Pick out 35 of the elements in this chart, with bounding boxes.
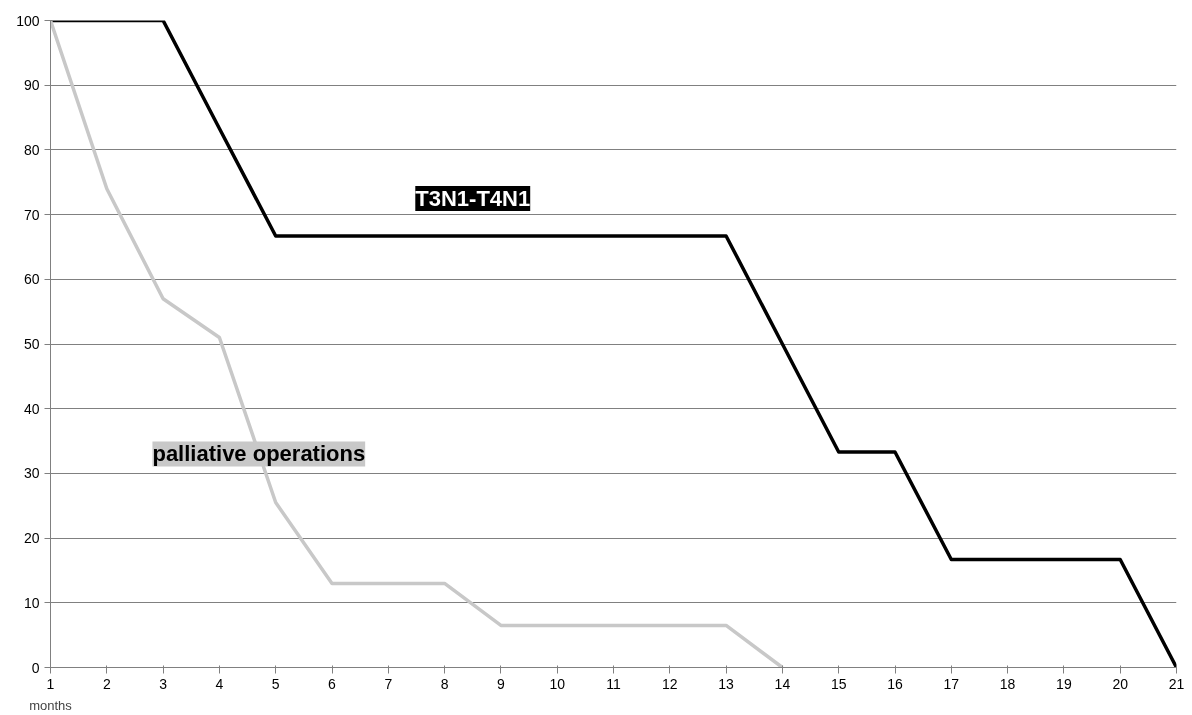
x-tick-label: 3 bbox=[159, 675, 168, 692]
x-tick-label: 5 bbox=[271, 675, 280, 692]
x-tick-label: 9 bbox=[497, 675, 506, 692]
x-tick-label: 1 bbox=[46, 675, 55, 692]
x-tick-label: 19 bbox=[1056, 675, 1072, 692]
x-tick-label: 2 bbox=[102, 675, 111, 692]
y-tick-label: 10 bbox=[23, 594, 40, 611]
x-axis-title: months bbox=[29, 697, 73, 713]
x-tick-label: 11 bbox=[606, 675, 621, 692]
y-tick-label: 40 bbox=[23, 400, 40, 417]
x-tick-label: 21 bbox=[1168, 675, 1185, 692]
y-tick-label: 20 bbox=[23, 530, 40, 547]
x-tick-label: 12 bbox=[662, 675, 678, 692]
x-tick-label: 6 bbox=[328, 675, 337, 692]
x-tick-label: 20 bbox=[1112, 675, 1129, 692]
x-tick-label: 16 bbox=[887, 675, 903, 692]
x-tick-label: 4 bbox=[215, 675, 224, 692]
x-tick-label: 15 bbox=[830, 675, 847, 692]
y-tick-label: 100 bbox=[16, 12, 40, 29]
x-tick-label: 7 bbox=[384, 675, 393, 692]
x-tick-label: 14 bbox=[774, 675, 791, 692]
x-tick-label: 17 bbox=[943, 675, 960, 692]
x-tick-label: 13 bbox=[718, 675, 735, 692]
series-label: palliative operations bbox=[152, 441, 366, 467]
x-tick-label: 18 bbox=[999, 675, 1016, 692]
y-tick-label: 50 bbox=[23, 336, 40, 352]
y-tick-label: 60 bbox=[23, 271, 40, 288]
x-tick-label: 10 bbox=[549, 675, 566, 692]
series-label: T3N1-T4N1 bbox=[415, 185, 531, 211]
y-tick-label: 80 bbox=[23, 141, 40, 158]
y-tick-label: 0 bbox=[31, 659, 40, 676]
y-tick-label: 70 bbox=[23, 206, 40, 223]
y-tick-label: 30 bbox=[23, 465, 40, 482]
x-tick-label: 8 bbox=[440, 675, 449, 692]
y-tick-label: 90 bbox=[23, 77, 40, 94]
